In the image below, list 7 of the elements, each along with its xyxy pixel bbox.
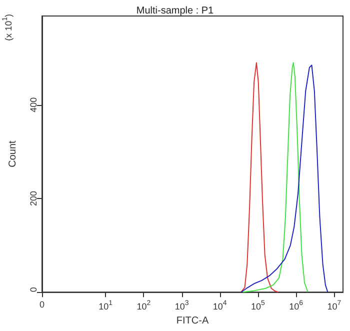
chart-title: Multi-sample : P1	[136, 6, 214, 16]
x-axis-title: FITC-A	[176, 316, 209, 326]
y-tick-label: 0	[28, 287, 38, 292]
x-tick-label: 0	[39, 300, 45, 310]
y-tick-label: 200	[28, 190, 38, 206]
y-axis-title: Count	[8, 140, 18, 168]
y-tick-label: 400	[28, 97, 38, 112]
